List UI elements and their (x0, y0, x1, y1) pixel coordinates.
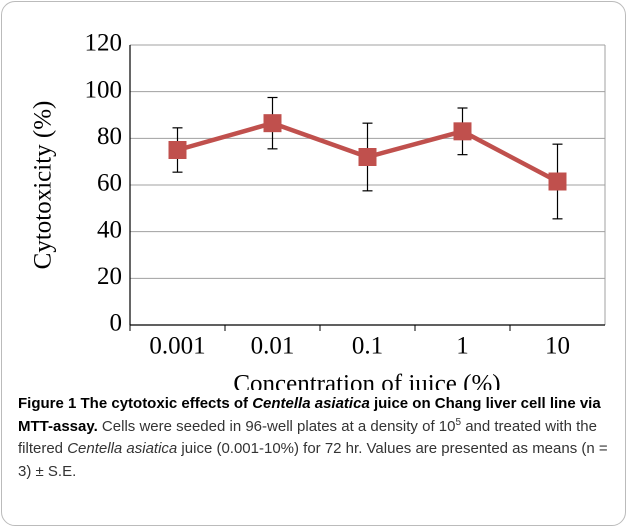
caption-text: Cells were seeded in 96-well plates at a… (97, 417, 456, 435)
marker (548, 172, 567, 191)
caption-text: Centella asiatica (67, 440, 178, 457)
marker (168, 141, 187, 159)
caption-text: juice (0.001-10%) for 72 hr. Values are … (18, 440, 608, 480)
x-tick-label: 1 (456, 333, 469, 360)
caption-text: Centella asiatica (252, 395, 370, 412)
chart: Cytotoxicity (%) Concentration of juice … (30, 30, 606, 390)
caption: Figure 1 The cytotoxic effects of Centel… (18, 393, 616, 483)
caption-text: Figure 1 The cytotoxic effects of (18, 395, 253, 412)
y-tick-label: 20 (97, 263, 122, 290)
y-tick-label: 60 (97, 170, 122, 197)
x-tick-label: 0.001 (149, 333, 205, 360)
x-tick-label: 0.1 (352, 333, 383, 360)
y-tick-label: 40 (97, 216, 122, 243)
y-tick-label: 120 (85, 30, 123, 57)
x-axis-title: Concentration of juice (%) (233, 371, 500, 390)
y-tick-label: 0 (110, 310, 123, 337)
marker (263, 114, 282, 133)
y-tick-label: 100 (85, 76, 123, 103)
x-tick-label: 0.01 (251, 333, 295, 360)
y-axis-title: Cytotoxicity (%) (30, 101, 57, 270)
marker (358, 148, 377, 166)
x-tick-label: 10 (545, 333, 570, 360)
caption-text: and treated with the filtered (18, 417, 597, 458)
marker (453, 122, 472, 141)
caption-text: 5 (455, 416, 462, 428)
caption-text: juice on Chang liver cell line via MTT-a… (18, 395, 601, 435)
y-tick-label: 80 (97, 123, 122, 150)
